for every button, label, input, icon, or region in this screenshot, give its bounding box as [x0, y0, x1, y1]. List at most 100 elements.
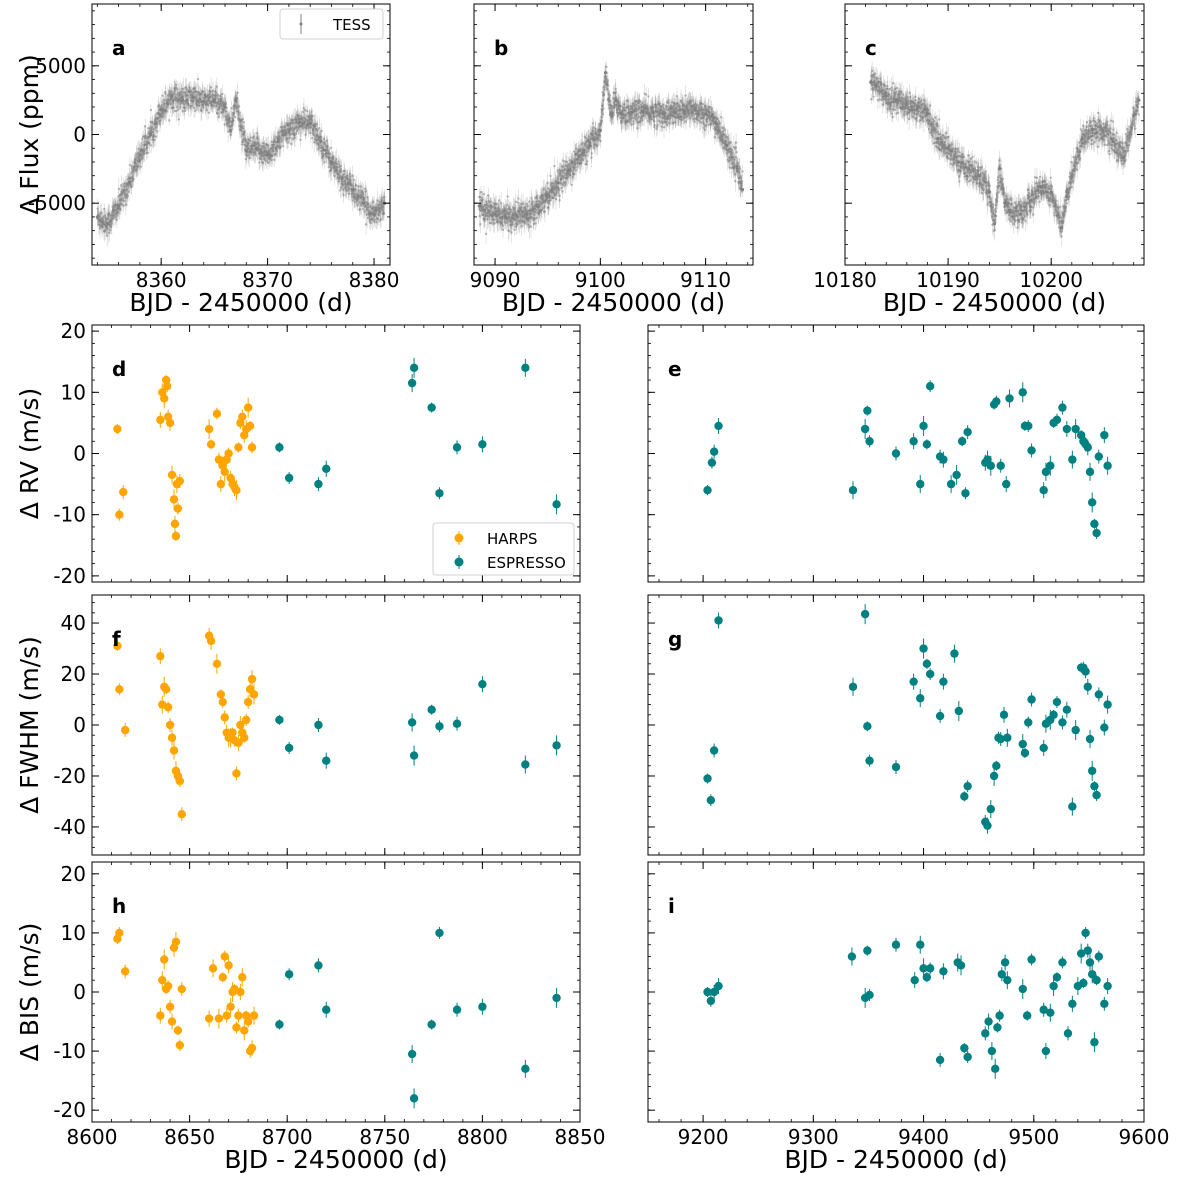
tess-point: [150, 126, 154, 129]
tess-point: [549, 184, 553, 187]
tess-point: [590, 152, 593, 155]
tess-point: [665, 123, 668, 127]
tess-point: [573, 173, 576, 176]
tess-point: [584, 149, 587, 152]
tess-point: [556, 169, 559, 172]
tess-point: [603, 88, 606, 91]
tess-point: [291, 130, 294, 133]
tess-point: [211, 89, 215, 93]
tess-point: [295, 119, 298, 122]
tess-point: [601, 108, 604, 112]
tess-point: [664, 121, 668, 124]
tess-point: [311, 132, 315, 135]
tess-point: [335, 165, 339, 169]
tess-point: [488, 200, 492, 204]
tess-point: [555, 184, 558, 187]
tess-point: [252, 135, 256, 138]
tess-point: [153, 138, 156, 142]
tess-point: [195, 94, 198, 97]
tess-point: [658, 102, 661, 106]
tess-point: [514, 218, 517, 221]
tess-point: [221, 101, 225, 104]
tess-point: [252, 148, 255, 152]
tess-point: [624, 123, 627, 126]
tess-point: [217, 115, 221, 119]
tess-point: [548, 195, 552, 198]
tess-point: [292, 122, 296, 125]
tess-point: [594, 130, 597, 133]
tess-trend-point: [297, 120, 302, 124]
tess-point: [507, 213, 511, 216]
tess-point: [498, 199, 501, 202]
tess-point: [244, 140, 248, 143]
tess-point: [121, 197, 125, 200]
tess-point: [232, 111, 236, 115]
tess-point: [108, 211, 111, 215]
tess-point: [104, 219, 107, 223]
tess-point: [520, 224, 523, 228]
tess-point: [305, 126, 309, 130]
tess-point: [667, 99, 670, 102]
tess-point: [556, 176, 560, 179]
tess-point: [531, 200, 534, 204]
tess-point: [216, 93, 219, 96]
tess-point: [612, 97, 615, 100]
tess-point: [162, 101, 165, 104]
tess-point: [241, 127, 244, 130]
tess-point: [487, 204, 490, 208]
tess-point: [313, 141, 316, 144]
tess-point: [216, 102, 220, 106]
tess-point: [376, 217, 379, 221]
tess-point: [207, 99, 211, 102]
tess-point: [596, 136, 600, 139]
tess-point: [364, 203, 367, 206]
tess-point: [173, 88, 177, 91]
tess-point: [233, 115, 237, 119]
tess-point: [98, 227, 102, 230]
tess-point: [484, 232, 488, 236]
panel-letter: a: [112, 36, 126, 60]
tess-point: [170, 90, 173, 93]
tess-point: [610, 107, 613, 110]
tess-point: [122, 199, 126, 203]
tess-point: [216, 112, 219, 115]
tess-point: [224, 102, 228, 106]
tess-point: [553, 187, 557, 191]
tess-point: [518, 221, 521, 225]
tess-point: [599, 124, 602, 128]
tess-point: [294, 132, 298, 135]
tess-point: [238, 111, 241, 115]
tess-point: [513, 207, 516, 210]
tess-point: [280, 138, 283, 141]
tess-trend-point: [361, 201, 365, 205]
tess-point: [523, 206, 527, 209]
tess-point: [547, 201, 550, 205]
tess-point: [125, 188, 129, 191]
tess-point: [535, 216, 538, 220]
tess-point: [562, 165, 565, 168]
tess-point: [505, 204, 509, 207]
tess-point: [584, 144, 587, 147]
tess-point: [280, 140, 283, 143]
tess-point: [337, 173, 340, 176]
tess-point: [620, 121, 623, 124]
tess-point: [514, 225, 518, 228]
tess-point: [124, 203, 128, 207]
tess-point: [631, 104, 634, 108]
tess-point: [593, 135, 596, 138]
tess-point: [535, 208, 538, 212]
tess-point: [661, 105, 664, 108]
tess-point: [599, 139, 602, 143]
tess-point: [479, 223, 482, 226]
tess-point: [139, 165, 143, 168]
tess-point: [102, 221, 105, 224]
tess-point: [339, 165, 343, 168]
tess-point: [316, 128, 319, 132]
tess-point: [146, 151, 150, 154]
tess-point: [379, 210, 382, 213]
tess-point: [352, 178, 356, 182]
tess-point: [108, 229, 111, 232]
tess-point: [644, 93, 648, 96]
tess-point: [162, 98, 166, 102]
tess-point: [485, 202, 489, 205]
